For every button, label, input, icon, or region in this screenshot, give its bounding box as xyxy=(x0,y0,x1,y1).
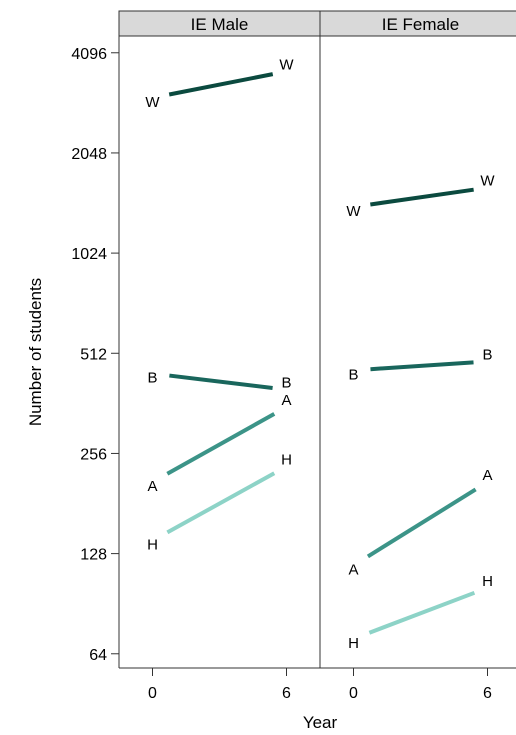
x-tick-label: 0 xyxy=(349,685,358,702)
series-line-h xyxy=(166,471,276,535)
panel-strip-label: IE Female xyxy=(382,15,459,34)
series-label-start: H xyxy=(147,537,158,554)
x-axis-title: Year xyxy=(303,713,338,732)
series-label-end: H xyxy=(482,573,493,590)
panel-strip xyxy=(319,10,516,37)
series-label-end: B xyxy=(281,375,291,392)
series-label-start: H xyxy=(348,635,359,652)
y-tick-label: 2048 xyxy=(71,146,107,163)
y-tick-label: 256 xyxy=(80,446,107,463)
series-label-end: H xyxy=(281,451,292,468)
x-tick-label: 0 xyxy=(148,685,157,702)
series-label-start: W xyxy=(346,203,361,220)
series-line-b xyxy=(169,373,273,390)
series-line-a xyxy=(166,412,276,476)
series-label-end: W xyxy=(279,56,294,73)
series-line-b xyxy=(370,360,474,372)
series-line-h xyxy=(368,590,476,635)
series-label-end: A xyxy=(281,392,291,409)
y-tick-label: 128 xyxy=(80,547,107,564)
panel-ie-female: IE Female 0 6 W W B B A A H H xyxy=(319,10,516,702)
panel-strip-label: IE Male xyxy=(191,15,249,34)
series-label-start: A xyxy=(348,561,358,578)
series-label-start: W xyxy=(145,94,160,111)
series-label-end: A xyxy=(482,467,492,484)
series-label-end: W xyxy=(480,173,495,190)
panel-strip xyxy=(118,10,321,37)
x-tick-label: 6 xyxy=(483,685,492,702)
series-label-start: B xyxy=(147,370,157,387)
series-line-a xyxy=(366,487,477,559)
series-label-end: B xyxy=(482,346,492,363)
y-tick-label: 64 xyxy=(89,647,107,664)
y-tick-label: 4096 xyxy=(71,46,107,63)
series-line-w xyxy=(168,72,274,97)
series-label-start: B xyxy=(348,366,358,383)
y-tick-label: 1024 xyxy=(71,246,107,263)
x-tick-label: 6 xyxy=(282,685,291,702)
y-axis: 64 128 256 512 1024 2048 4096 xyxy=(71,36,120,668)
y-axis-title: Number of students xyxy=(26,278,45,426)
series-line-w xyxy=(370,187,474,207)
series-label-start: A xyxy=(147,478,157,495)
y-tick-label: 512 xyxy=(80,346,107,363)
